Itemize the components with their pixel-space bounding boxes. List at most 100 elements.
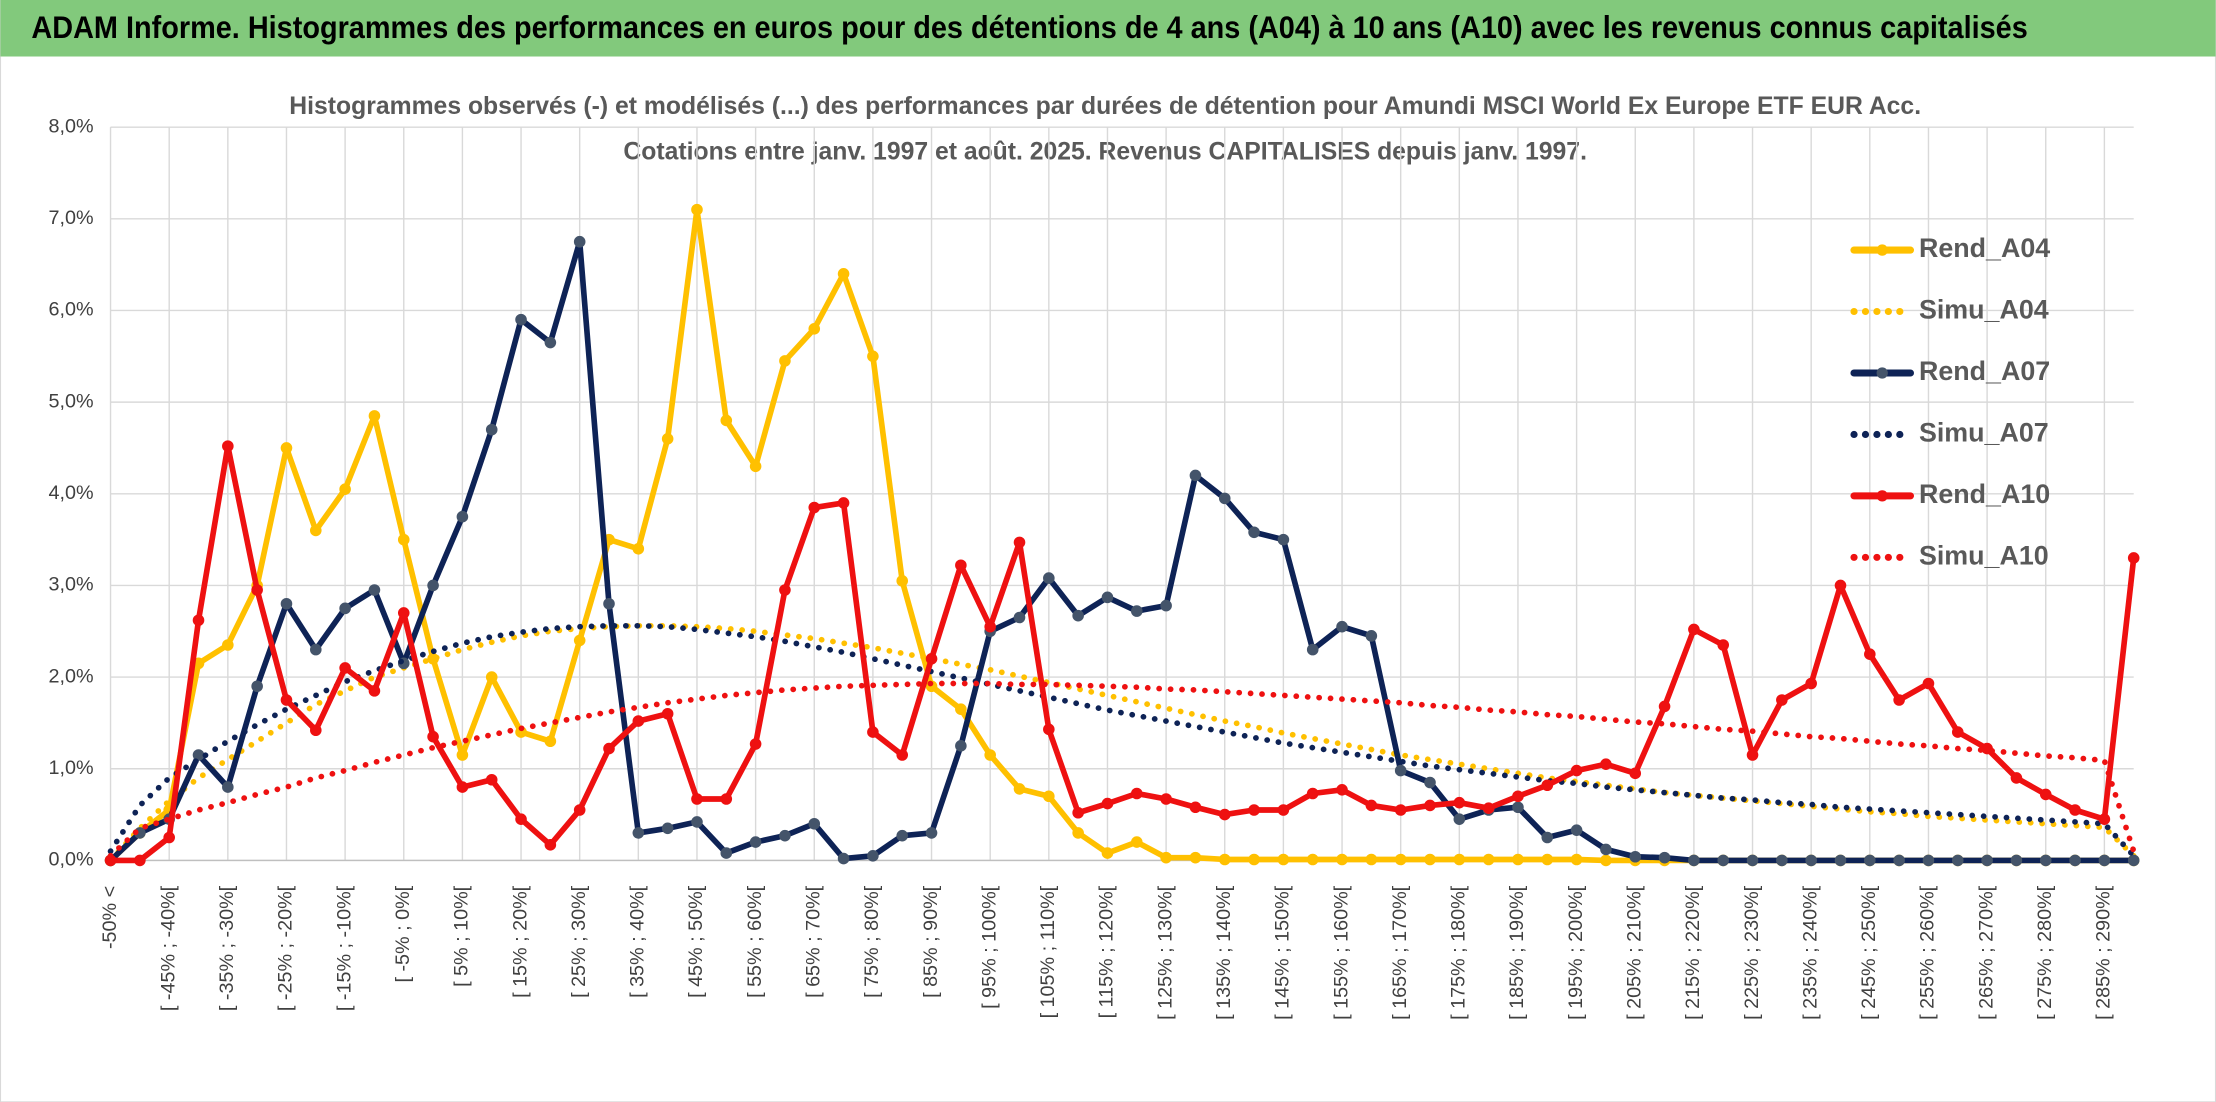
- legend-marker: [1876, 244, 1888, 256]
- point: [310, 643, 322, 656]
- point: [1013, 536, 1026, 549]
- y-tick-label: 8,0%: [49, 115, 94, 137]
- x-tick-label: [ 35% ; 40%[: [627, 885, 649, 998]
- point: [1189, 469, 1202, 482]
- point: [1043, 723, 1055, 736]
- point: [1951, 854, 1964, 867]
- series-line: [107, 622, 2137, 859]
- x-tick-label: [ 65% ; 70%[: [802, 885, 824, 998]
- point: [1013, 611, 1026, 624]
- x-tick-label: [ 5% ; 10%[: [451, 885, 473, 987]
- point: [1072, 806, 1084, 819]
- point: [2098, 813, 2111, 825]
- point: [1072, 827, 1084, 839]
- x-tick-label: [ 235% ; 240%[: [1799, 885, 1821, 1020]
- x-tick-label: [ 75% ; 80%[: [861, 885, 883, 998]
- x-tick-label: [ 55% ; 60%[: [744, 885, 766, 998]
- point: [1600, 854, 1612, 867]
- point: [1365, 630, 1378, 642]
- point: [1658, 700, 1671, 713]
- point: [573, 634, 586, 647]
- point: [134, 854, 146, 867]
- point: [1336, 853, 1348, 866]
- point: [1101, 797, 1114, 810]
- point: [1336, 784, 1348, 796]
- point: [1453, 853, 1466, 866]
- point: [2010, 772, 2023, 784]
- point: [632, 827, 645, 839]
- point: [896, 829, 909, 842]
- point: [1424, 853, 1436, 866]
- point: [1365, 799, 1378, 812]
- x-tick-label: [ 85% ; 90%[: [920, 885, 942, 998]
- chart-title: Histogrammes observés (-) et modélisés (…: [289, 92, 1921, 120]
- point: [1394, 853, 1407, 866]
- point: [1570, 764, 1583, 777]
- point: [251, 680, 263, 693]
- point: [1688, 623, 1700, 636]
- x-tick-label: [ 25% ; 30%[: [568, 885, 590, 998]
- point: [1717, 854, 1730, 867]
- series-line: [107, 443, 2137, 864]
- point: [955, 740, 967, 752]
- legend-label: Rend_A04: [1919, 233, 2050, 263]
- x-tick-label: [ 245% ; 250%[: [1858, 885, 1880, 1020]
- point: [925, 652, 938, 665]
- point: [515, 313, 527, 326]
- point: [1306, 853, 1319, 866]
- x-tick-label: [ 265% ; 270%[: [1975, 885, 1997, 1020]
- x-tick-label: [ 115% ; 120%[: [1096, 885, 1118, 1018]
- y-tick-label: 4,0%: [49, 482, 94, 504]
- point: [1541, 853, 1554, 866]
- point: [691, 203, 703, 216]
- point: [1453, 796, 1466, 809]
- y-tick-label: 2,0%: [49, 665, 94, 687]
- point: [1776, 694, 1788, 706]
- point: [280, 694, 293, 706]
- point: [456, 781, 469, 793]
- point: [427, 730, 439, 743]
- point: [2127, 854, 2140, 867]
- x-tick-label: [ 45% ; 50%[: [685, 885, 707, 998]
- y-tick-label: 7,0%: [49, 207, 94, 229]
- x-tick-label: [ -15% ; -10%[: [333, 885, 355, 1011]
- point: [1570, 853, 1583, 866]
- point: [2039, 788, 2052, 801]
- point: [1130, 836, 1143, 848]
- point: [222, 639, 234, 651]
- point: [603, 742, 615, 755]
- point: [1864, 854, 1876, 867]
- legend-label: Rend_A10: [1919, 479, 2050, 509]
- point: [749, 836, 762, 848]
- point: [1453, 813, 1466, 825]
- point: [1336, 620, 1348, 633]
- point: [251, 584, 263, 596]
- point: [1570, 824, 1583, 836]
- point: [1160, 851, 1172, 864]
- point: [163, 831, 175, 844]
- x-tick-label: [ 255% ; 260%[: [1917, 885, 1939, 1020]
- y-tick-label: 5,0%: [49, 390, 94, 412]
- x-tick-label: [ 135% ; 140%[: [1213, 885, 1235, 1020]
- point: [632, 715, 645, 727]
- point: [1717, 639, 1730, 651]
- point: [1512, 853, 1524, 866]
- x-tick-label: [ 95% ; 100%[: [978, 885, 1000, 1009]
- point: [573, 235, 586, 248]
- point: [1218, 808, 1231, 821]
- point: [1834, 579, 1847, 592]
- point: [1805, 854, 1817, 867]
- x-tick-label: [ 175% ; 180%[: [1448, 885, 1470, 1020]
- point: [544, 839, 557, 851]
- point: [485, 423, 498, 436]
- legend-marker: [1876, 367, 1888, 379]
- legend-label: Rend_A07: [1919, 356, 2050, 386]
- point: [1101, 591, 1114, 604]
- point: [837, 497, 850, 509]
- point: [1600, 843, 1612, 856]
- point: [1365, 853, 1378, 866]
- point: [1893, 854, 1905, 867]
- point: [485, 773, 498, 786]
- point: [1893, 694, 1905, 706]
